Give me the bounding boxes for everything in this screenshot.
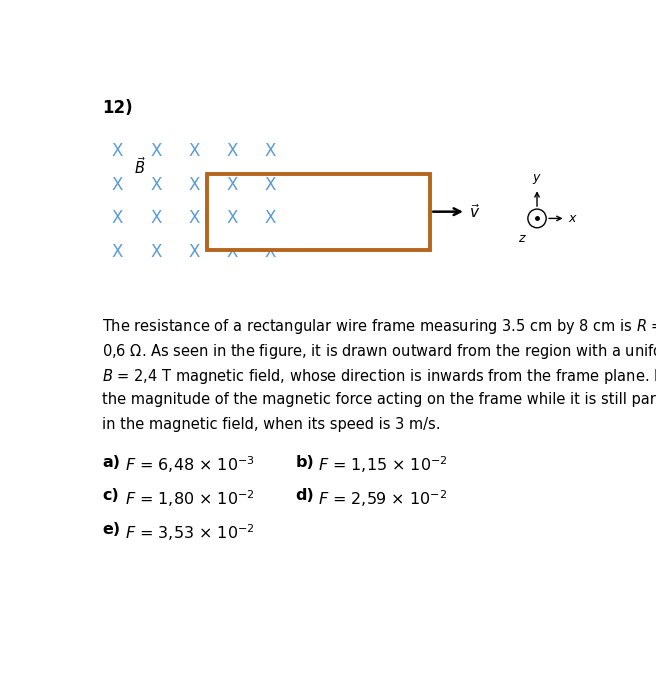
Text: X: X xyxy=(226,176,237,193)
Bar xyxy=(207,175,430,249)
Text: X: X xyxy=(226,210,237,227)
Text: $B$ = 2,4 T magnetic field, whose direction is inwards from the frame plane. Fin: $B$ = 2,4 T magnetic field, whose direct… xyxy=(102,367,656,386)
Text: $F$ = 1,80 × 10$^{-2}$: $F$ = 1,80 × 10$^{-2}$ xyxy=(125,488,255,509)
Text: X: X xyxy=(264,210,276,227)
Text: X: X xyxy=(264,142,276,160)
Text: $F$ = 6,48 × 10$^{-3}$: $F$ = 6,48 × 10$^{-3}$ xyxy=(125,454,255,475)
Text: a): a) xyxy=(102,454,120,470)
Text: X: X xyxy=(150,210,161,227)
Text: b): b) xyxy=(296,454,314,470)
Text: $\vec{v}$: $\vec{v}$ xyxy=(470,203,481,220)
Text: X: X xyxy=(264,176,276,193)
Text: X: X xyxy=(150,243,161,261)
Text: X: X xyxy=(188,176,199,193)
Text: X: X xyxy=(264,243,276,261)
Text: X: X xyxy=(112,243,123,261)
Text: X: X xyxy=(226,176,237,193)
Text: X: X xyxy=(226,243,237,261)
Text: X: X xyxy=(112,176,123,193)
Text: X: X xyxy=(112,142,123,160)
Text: 0,6 $\Omega$. As seen in the figure, it is drawn outward from the region with a : 0,6 $\Omega$. As seen in the figure, it … xyxy=(102,342,656,361)
Text: X: X xyxy=(226,142,237,160)
Text: X: X xyxy=(150,142,161,160)
Text: the magnitude of the magnetic force acting on the frame while it is still partia: the magnitude of the magnetic force acti… xyxy=(102,392,656,406)
Text: X: X xyxy=(188,243,199,261)
Text: $F$ = 3,53 × 10$^{-2}$: $F$ = 3,53 × 10$^{-2}$ xyxy=(125,522,255,543)
Text: in the magnetic field, when its speed is 3 m/s.: in the magnetic field, when its speed is… xyxy=(102,417,441,431)
Text: $z$: $z$ xyxy=(518,232,527,245)
Text: X: X xyxy=(112,210,123,227)
Text: X: X xyxy=(264,210,276,227)
Text: X: X xyxy=(226,210,237,227)
Text: 12): 12) xyxy=(102,99,133,117)
Text: X: X xyxy=(150,176,161,193)
Text: c): c) xyxy=(102,488,119,503)
Text: $y$: $y$ xyxy=(532,172,542,186)
Text: $x$: $x$ xyxy=(567,212,577,225)
Text: X: X xyxy=(188,210,199,227)
Text: $F$ = 2,59 × 10$^{-2}$: $F$ = 2,59 × 10$^{-2}$ xyxy=(318,488,447,509)
Text: e): e) xyxy=(102,522,121,537)
Text: $\vec{B}$: $\vec{B}$ xyxy=(134,156,146,177)
Text: X: X xyxy=(264,176,276,193)
Text: $F$ = 1,15 × 10$^{-2}$: $F$ = 1,15 × 10$^{-2}$ xyxy=(318,454,448,475)
Text: X: X xyxy=(188,142,199,160)
Text: The resistance of a rectangular wire frame measuring 3.5 cm by 8 cm is $R$ =: The resistance of a rectangular wire fra… xyxy=(102,317,656,336)
Text: d): d) xyxy=(296,488,314,503)
